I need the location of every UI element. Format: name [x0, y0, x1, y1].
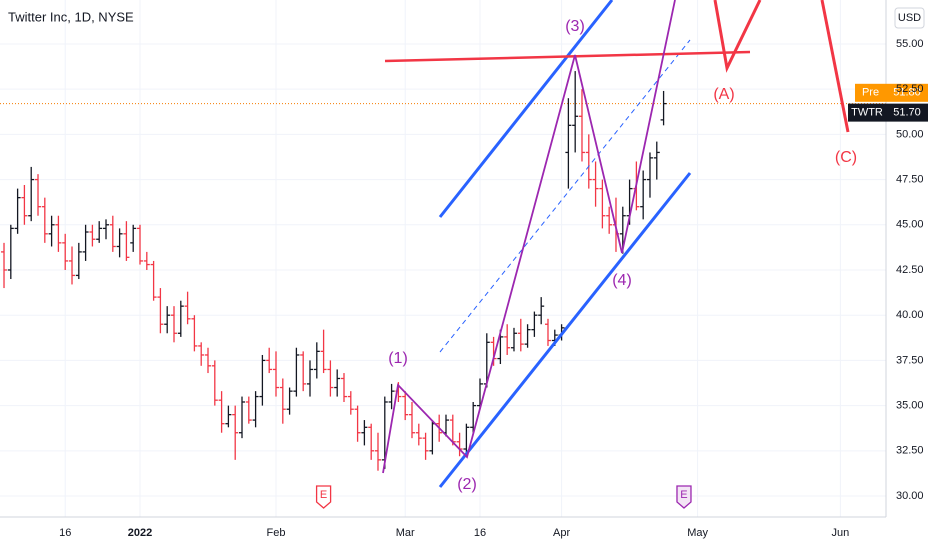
y-tick-label: 55.00 [896, 38, 924, 50]
earnings-marker [676, 485, 692, 509]
channel-mid [439, 39, 691, 353]
price-tag-name [855, 83, 886, 102]
y-tick-label: 35.00 [896, 400, 924, 412]
drawings [382, 0, 850, 488]
wave-label: (1) [388, 350, 408, 367]
x-tick-label: 2022 [128, 527, 152, 539]
y-tick-label: 50.00 [896, 128, 924, 140]
y-tick-label: 30.00 [896, 490, 924, 502]
x-tick-label: 16 [474, 527, 486, 539]
channel-lower [438, 172, 692, 488]
x-tick-label: Apr [553, 527, 570, 539]
channel-upper [438, 0, 614, 218]
wave-count [382, 0, 676, 474]
bar-layer [1, 71, 667, 471]
wave-c [820, 0, 850, 133]
y-tick-label: 37.50 [896, 354, 924, 366]
overlay-layer: Pre 51.80 TWTR 51.70 E E (1) (2) (3) (4) (A) (C) [315, 18, 928, 509]
x-tick-label: Jun [831, 527, 849, 539]
price-tag-name [848, 103, 886, 122]
wave-label: (A) [713, 86, 734, 103]
y-tick-label: 32.50 [896, 445, 924, 457]
wave-a [713, 0, 762, 73]
currency-box[interactable] [894, 7, 925, 29]
y-tick-label: 42.50 [896, 264, 924, 276]
wave-label: (2) [457, 476, 477, 493]
price-tag-name-text: Pre [862, 87, 879, 99]
earnings-marker [315, 485, 332, 509]
earnings-label: E [680, 489, 687, 501]
grid-layer [0, 0, 886, 517]
earnings-label: E [320, 489, 327, 501]
price-tag [886, 83, 928, 102]
x-tick-label: May [687, 527, 708, 539]
resistance-line [384, 50, 751, 63]
y-tick-label: 47.50 [896, 173, 924, 185]
y-tick-label: 40.00 [896, 309, 924, 321]
x-tick-label: Feb [267, 527, 286, 539]
price-tag-name-text: TWTR [851, 107, 883, 119]
wave-label: (3) [565, 18, 585, 35]
wave-label: (C) [835, 149, 857, 166]
x-tick-label: 16 [59, 527, 71, 539]
x-tick-label: Mar [396, 527, 415, 539]
y-tick-label: 45.00 [896, 219, 924, 231]
y-tick-label: 52.50 [896, 83, 924, 95]
currency: USD [898, 12, 921, 24]
price-tag-text: 51.80 [893, 87, 921, 99]
wave-label: (4) [612, 272, 632, 289]
chart-title: Twitter Inc, 1D, NYSE [8, 9, 134, 24]
price-tag-text: 51.70 [893, 107, 921, 119]
price-tag [886, 103, 928, 122]
